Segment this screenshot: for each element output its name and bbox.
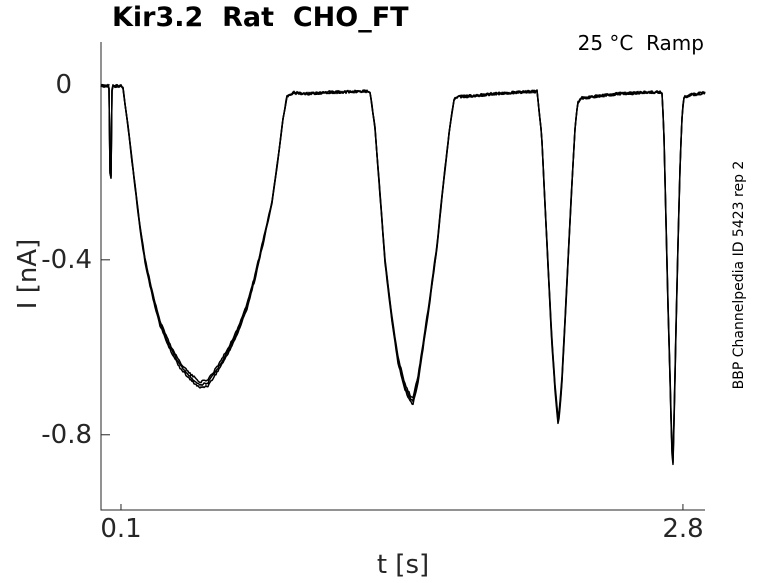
current-trace-sweep	[100, 83, 706, 464]
current-trace-sweep	[100, 83, 706, 466]
recording-id-annotation: BBP Channelpedia ID 5423 rep 2	[731, 160, 747, 390]
y-axis-label: I [nA]	[13, 238, 43, 310]
chart-title: Kir3.2 Rat CHO_FT	[112, 2, 409, 33]
current-trace-sweep	[100, 84, 706, 459]
x-axis-label: t [s]	[376, 550, 430, 580]
x-tick-label-28: 2.8	[662, 514, 704, 544]
y-tick-label-0: 0	[55, 70, 72, 100]
y-tick-label-neg08: -0.8	[41, 420, 92, 450]
y-tick-label-neg04: -0.4	[41, 245, 92, 275]
x-tick-label-01: 0.1	[100, 514, 142, 544]
temperature-protocol-annotation: 25 °C Ramp	[577, 31, 704, 55]
